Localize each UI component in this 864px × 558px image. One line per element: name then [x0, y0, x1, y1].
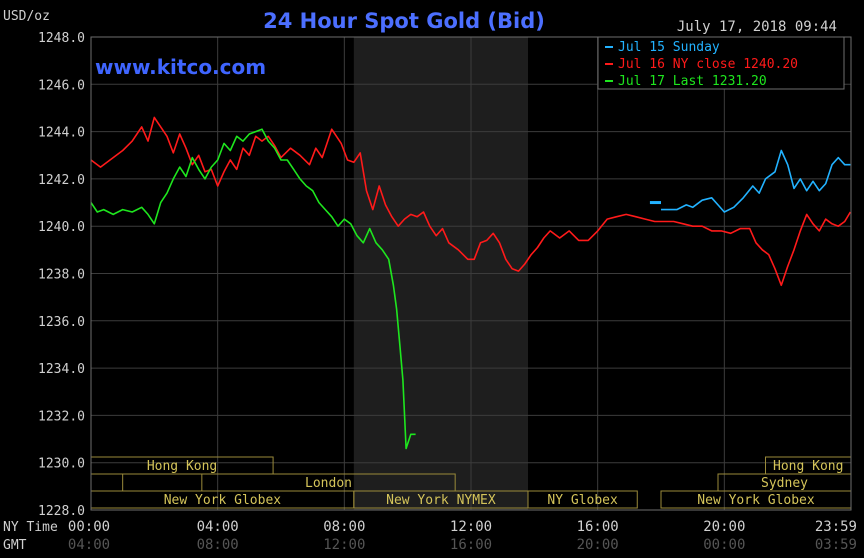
unit-label: USD/oz: [3, 9, 50, 24]
x-tick-ny: 04:00: [197, 519, 239, 535]
market-band-label: New York Globex: [164, 493, 282, 508]
y-tick-label: 1232.0: [38, 409, 85, 424]
y-tick-label: 1248.0: [38, 31, 85, 46]
legend-label: Jul 16 NY close 1240.20: [618, 57, 798, 72]
market-band-box: [527, 490, 638, 509]
y-axis-ticks: 1248.0 1246.0 1244.0 1242.0 1240.0 1238.0 1236…: [38, 31, 85, 519]
y-tick-label: 1234.0: [38, 362, 85, 377]
series-line-1: [661, 149, 851, 213]
y-tick-label: 1230.0: [38, 457, 85, 472]
y-tick-label: 1242.0: [38, 173, 85, 188]
x-tick-gmt: 12:00: [323, 537, 365, 553]
y-tick-label: 1244.0: [38, 126, 85, 141]
kitco-watermark: www.kitco.com: [95, 55, 266, 79]
plot-frame: [90, 36, 852, 511]
market-band-label: New York NYMEX: [386, 493, 496, 508]
x-tick-gmt: 08:00: [197, 537, 239, 553]
series-line-2: [90, 116, 852, 287]
market-band-label: Hong Kong: [773, 459, 843, 474]
legend-label: Jul 17 Last 1231.20: [618, 74, 767, 89]
ny-time-label: NY Time: [3, 520, 58, 535]
legend: Jul 15 Sunday Jul 16 NY close 1240.20 Jul …: [597, 36, 845, 90]
x-tick-ny: 12:00: [450, 519, 492, 535]
x-axis-ticks: 00:00 04:00 04:00 08:00 08:00 12:00 12:00 16:00…: [68, 519, 857, 553]
timestamp: July 17, 2018 09:44: [677, 19, 837, 35]
x-tick-gmt: 20:00: [577, 537, 619, 553]
y-tick-label: 1246.0: [38, 78, 85, 93]
chart-title: 24 Hour Spot Gold (Bid): [263, 9, 545, 33]
market-band-label: NY Globex: [547, 493, 618, 508]
y-tick-label: 1236.0: [38, 315, 85, 330]
market-band-label: Sydney: [761, 476, 808, 491]
price-series: [90, 116, 852, 450]
y-tick-label: 1228.0: [38, 504, 85, 519]
x-tick-ny: 00:00: [68, 519, 110, 535]
market-band: Hong Kong: [765, 456, 852, 475]
market-band-label: Hong Kong: [147, 459, 217, 474]
market-band: NY Globex: [527, 490, 638, 509]
y-tick-label: 1240.0: [38, 220, 85, 235]
legend-label: Jul 15 Sunday: [618, 40, 720, 55]
series-line-3: [90, 128, 416, 450]
market-band-label: New York Globex: [697, 493, 815, 508]
x-tick-gmt: 04:00: [68, 537, 110, 553]
x-tick-ny: 08:00: [323, 519, 365, 535]
x-tick-gmt: 03:59: [815, 537, 857, 553]
x-tick-gmt: 00:00: [703, 537, 745, 553]
x-tick-ny: 20:00: [703, 519, 745, 535]
y-tick-label: 1238.0: [38, 268, 85, 283]
x-tick-ny: 23:59: [815, 519, 857, 535]
x-tick-ny: 16:00: [577, 519, 619, 535]
market-band-label: London: [305, 476, 352, 491]
gmt-label: GMT: [3, 538, 27, 553]
legend-box: [597, 36, 845, 90]
x-tick-gmt: 16:00: [450, 537, 492, 553]
